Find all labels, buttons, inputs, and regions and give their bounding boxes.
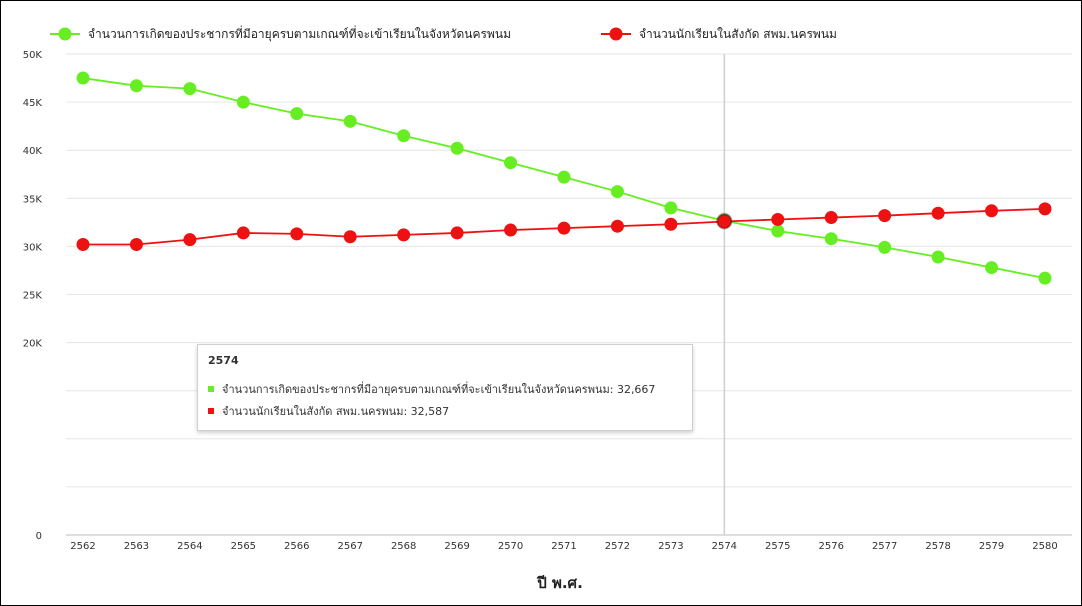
y-tick-label: 25K [23, 291, 43, 302]
y-tick-label: 50K [23, 50, 43, 61]
x-tick-label: 2574 [712, 541, 737, 552]
x-tick-label: 2562 [70, 541, 95, 552]
x-tick-label: 2564 [177, 541, 202, 552]
x-tick-label: 2572 [605, 541, 630, 552]
data-point-1[interactable] [610, 185, 624, 199]
x-tick-label: 2569 [444, 541, 469, 552]
legend: จำนวนการเกิดของประชากรที่มีอายุครบตามเกณ… [50, 25, 837, 42]
data-point-1[interactable] [985, 261, 999, 275]
data-point-2[interactable] [716, 213, 733, 230]
x-tick-label: 2573 [658, 541, 683, 552]
data-point-1[interactable] [1038, 271, 1052, 285]
x-tick-label: 2576 [818, 541, 843, 552]
data-point-1[interactable] [236, 95, 250, 109]
data-point-2[interactable] [931, 206, 945, 220]
data-point-1[interactable] [557, 170, 571, 184]
data-point-2[interactable] [610, 219, 624, 233]
x-tick-label: 2579 [979, 541, 1004, 552]
data-point-2[interactable] [985, 204, 999, 218]
x-tick-label: 2567 [337, 541, 362, 552]
x-tick-label: 2565 [231, 541, 256, 552]
data-point-2[interactable] [397, 228, 411, 242]
y-tick-label: 35K [23, 194, 43, 205]
data-point-1[interactable] [878, 240, 892, 254]
data-point-2[interactable] [183, 233, 197, 247]
y-tick-label: 30K [23, 242, 43, 253]
data-point-1[interactable] [183, 82, 197, 96]
x-tick-label: 2568 [391, 541, 416, 552]
y-tick-label: 20K [23, 339, 43, 350]
data-point-1[interactable] [824, 232, 838, 246]
data-point-2[interactable] [1038, 202, 1052, 216]
y-tick-label: 45K [23, 98, 43, 109]
x-tick-label: 2577 [872, 541, 897, 552]
legend-marker-2[interactable] [609, 27, 623, 41]
x-tick-label: 2580 [1032, 541, 1057, 552]
legend-label-2[interactable]: จำนวนนักเรียนในสังกัด สพม.นครพนม [639, 27, 837, 41]
data-point-2[interactable] [878, 209, 892, 223]
y-tick-label: 40K [23, 146, 43, 157]
x-tick-label: 2570 [498, 541, 523, 552]
data-point-1[interactable] [76, 71, 90, 85]
data-point-1[interactable] [931, 250, 945, 264]
x-axis-title: ปี พ.ศ. [536, 574, 583, 592]
x-axis-ticks: 2562 2563 2564 2565 2566 2567 2568 2569 2570 2571… [70, 541, 1057, 552]
data-point-1[interactable] [664, 201, 678, 215]
data-point-2[interactable] [290, 227, 304, 241]
data-point-1[interactable] [343, 114, 357, 128]
data-point-2[interactable] [450, 226, 464, 240]
tooltip-swatch-2 [208, 408, 214, 414]
data-point-1[interactable] [771, 224, 785, 238]
tooltip-row-2-text: จำนวนนักเรียนในสังกัด สพม.นครพนม: 32,587 [222, 405, 450, 418]
data-point-2[interactable] [129, 237, 143, 251]
data-point-2[interactable] [343, 230, 357, 244]
tooltip-row-2: จำนวนนักเรียนในสังกัด สพม.นครพนม: 32,587 [208, 405, 449, 419]
x-tick-label: 2566 [284, 541, 309, 552]
data-point-1[interactable] [290, 107, 304, 121]
data-point-2[interactable] [236, 226, 250, 240]
x-tick-label: 2571 [551, 541, 576, 552]
y-tick-label: 0 [36, 531, 42, 542]
tooltip-title: 2574 [208, 354, 239, 367]
legend-marker-1[interactable] [58, 27, 72, 41]
x-tick-label: 2563 [124, 541, 149, 552]
data-point-2[interactable] [504, 223, 518, 237]
series-group [76, 71, 1052, 285]
data-point-2[interactable] [664, 217, 678, 231]
tooltip-row-1-text: จำนวนการเกิดของประชากรที่มีอายุครบตามเกณ… [222, 383, 656, 396]
data-point-1[interactable] [129, 79, 143, 93]
data-point-2[interactable] [824, 211, 838, 225]
x-tick-label: 2575 [765, 541, 790, 552]
gridlines [66, 53, 1072, 536]
data-point-2[interactable] [771, 212, 785, 226]
x-tick-label: 2578 [925, 541, 950, 552]
tooltip-swatch-1 [208, 386, 214, 392]
data-point-1[interactable] [450, 141, 464, 155]
tooltip-row-1: จำนวนการเกิดของประชากรที่มีอายุครบตามเกณ… [208, 383, 655, 397]
legend-label-1[interactable]: จำนวนการเกิดของประชากรที่มีอายุครบตามเกณ… [88, 25, 511, 42]
tooltip: 2574 จำนวนการเกิดของประชากรที่มีอายุครบต… [197, 344, 693, 431]
data-point-2[interactable] [76, 237, 90, 251]
data-point-2[interactable] [557, 221, 571, 235]
data-point-1[interactable] [397, 129, 411, 143]
y-axis-ticks: 0 20K 25K 30K 35K 40K 45K 50K [23, 50, 43, 542]
data-point-1[interactable] [504, 156, 518, 170]
